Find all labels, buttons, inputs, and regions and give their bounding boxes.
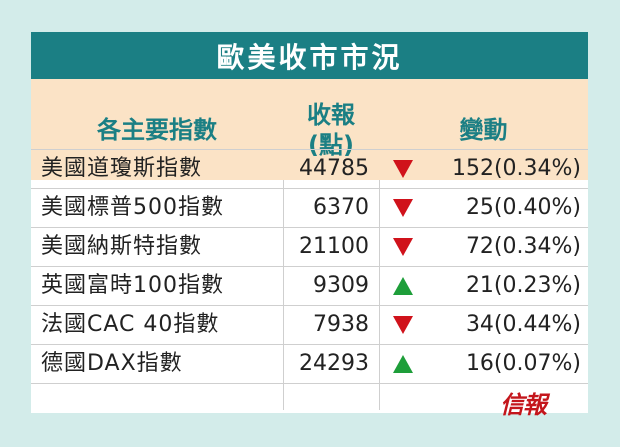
up-triangle-icon	[393, 355, 413, 373]
index-name: 美國標普500指數	[41, 195, 224, 220]
column-divider	[379, 180, 380, 410]
header-close-line2: (點)	[308, 130, 354, 159]
header-index-name: 各主要指數	[97, 115, 217, 144]
header-close-line1: 收報	[307, 100, 355, 129]
close-value: 44785	[299, 156, 369, 181]
index-name: 美國納斯特指數	[41, 234, 203, 259]
change-value: 152(0.34%)	[451, 156, 581, 181]
close-value: 6370	[313, 195, 369, 220]
down-triangle-icon	[393, 238, 413, 256]
table-row: 德國DAX指數 24293 16(0.07%)	[31, 345, 588, 384]
close-value: 7938	[313, 312, 369, 337]
table-row: 美國標普500指數 6370 25(0.40%)	[31, 189, 588, 228]
table-body: 美國道瓊斯指數 44785 152(0.34%) 美國標普500指數 6370 …	[31, 149, 588, 384]
header-change: 變動	[459, 115, 508, 144]
market-table-card: 歐美收市市況 各主要指數 收報 (點) 變動 美國道瓊斯指數 44785 152…	[31, 32, 588, 413]
table-row: 美國納斯特指數 21100 72(0.34%)	[31, 228, 588, 267]
table-row: 美國道瓊斯指數 44785 152(0.34%)	[31, 149, 588, 189]
table-header-row: 各主要指數 收報 (點) 變動	[31, 79, 588, 180]
table-title: 歐美收市市況	[31, 32, 588, 79]
index-name: 英國富時100指數	[41, 273, 224, 298]
table-row: 法國CAC 40指數 7938 34(0.44%)	[31, 306, 588, 345]
change-value: 34(0.44%)	[465, 312, 581, 337]
index-name: 美國道瓊斯指數	[41, 156, 203, 181]
index-name: 法國CAC 40指數	[41, 312, 220, 337]
up-triangle-icon	[393, 277, 413, 295]
close-value: 21100	[299, 234, 369, 259]
change-value: 21(0.23%)	[465, 273, 581, 298]
column-divider	[283, 180, 284, 410]
header-close: 收報 (點)	[283, 79, 379, 180]
down-triangle-icon	[393, 160, 413, 178]
down-triangle-icon	[393, 199, 413, 217]
change-value: 25(0.40%)	[465, 195, 581, 220]
hkej-logo: 信報	[500, 390, 547, 419]
table-row: 英國富時100指數 9309 21(0.23%)	[31, 267, 588, 306]
change-value: 16(0.07%)	[465, 351, 581, 376]
index-name: 德國DAX指數	[41, 351, 183, 376]
close-value: 9309	[313, 273, 369, 298]
change-value: 72(0.34%)	[465, 234, 581, 259]
down-triangle-icon	[393, 316, 413, 334]
close-value: 24293	[299, 351, 369, 376]
